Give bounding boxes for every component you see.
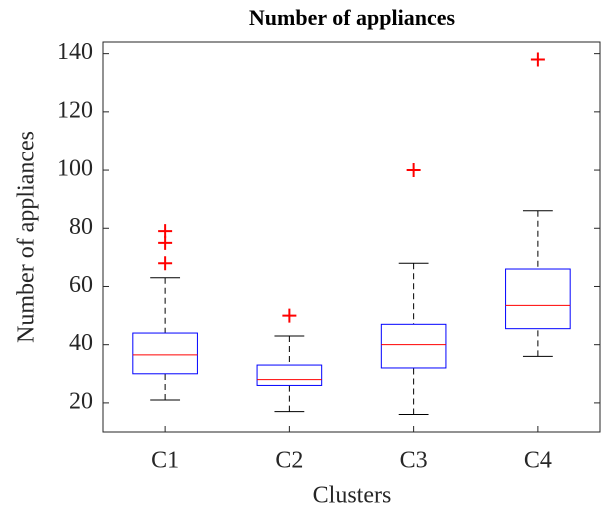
- box: [256, 364, 323, 386]
- x-tick-label: C4: [524, 448, 552, 474]
- y-tick-label: 120: [57, 97, 93, 123]
- outlier: [282, 308, 297, 323]
- x-tick-label: C3: [400, 448, 428, 474]
- y-axis-label: Number of appliances: [14, 131, 40, 343]
- outlier: [158, 256, 173, 271]
- y-tick-label: 100: [57, 156, 93, 182]
- y-tick-label: 80: [69, 214, 93, 240]
- y-tick-label: 20: [69, 388, 93, 414]
- outlier: [530, 52, 545, 67]
- x-tick-label: C1: [151, 448, 179, 474]
- y-tick-label: 60: [69, 272, 93, 298]
- y-tick-label: 140: [57, 39, 93, 65]
- outlier: [406, 163, 421, 178]
- plot-frame: [102, 41, 601, 433]
- x-axis-label: Clusters: [313, 483, 392, 509]
- x-tick-label: C2: [275, 448, 303, 474]
- box: [505, 268, 571, 330]
- y-tick-label: 40: [69, 330, 93, 356]
- box: [380, 323, 447, 369]
- outlier: [158, 224, 173, 239]
- chart-title: Number of appliances: [249, 5, 456, 30]
- box: [132, 332, 198, 375]
